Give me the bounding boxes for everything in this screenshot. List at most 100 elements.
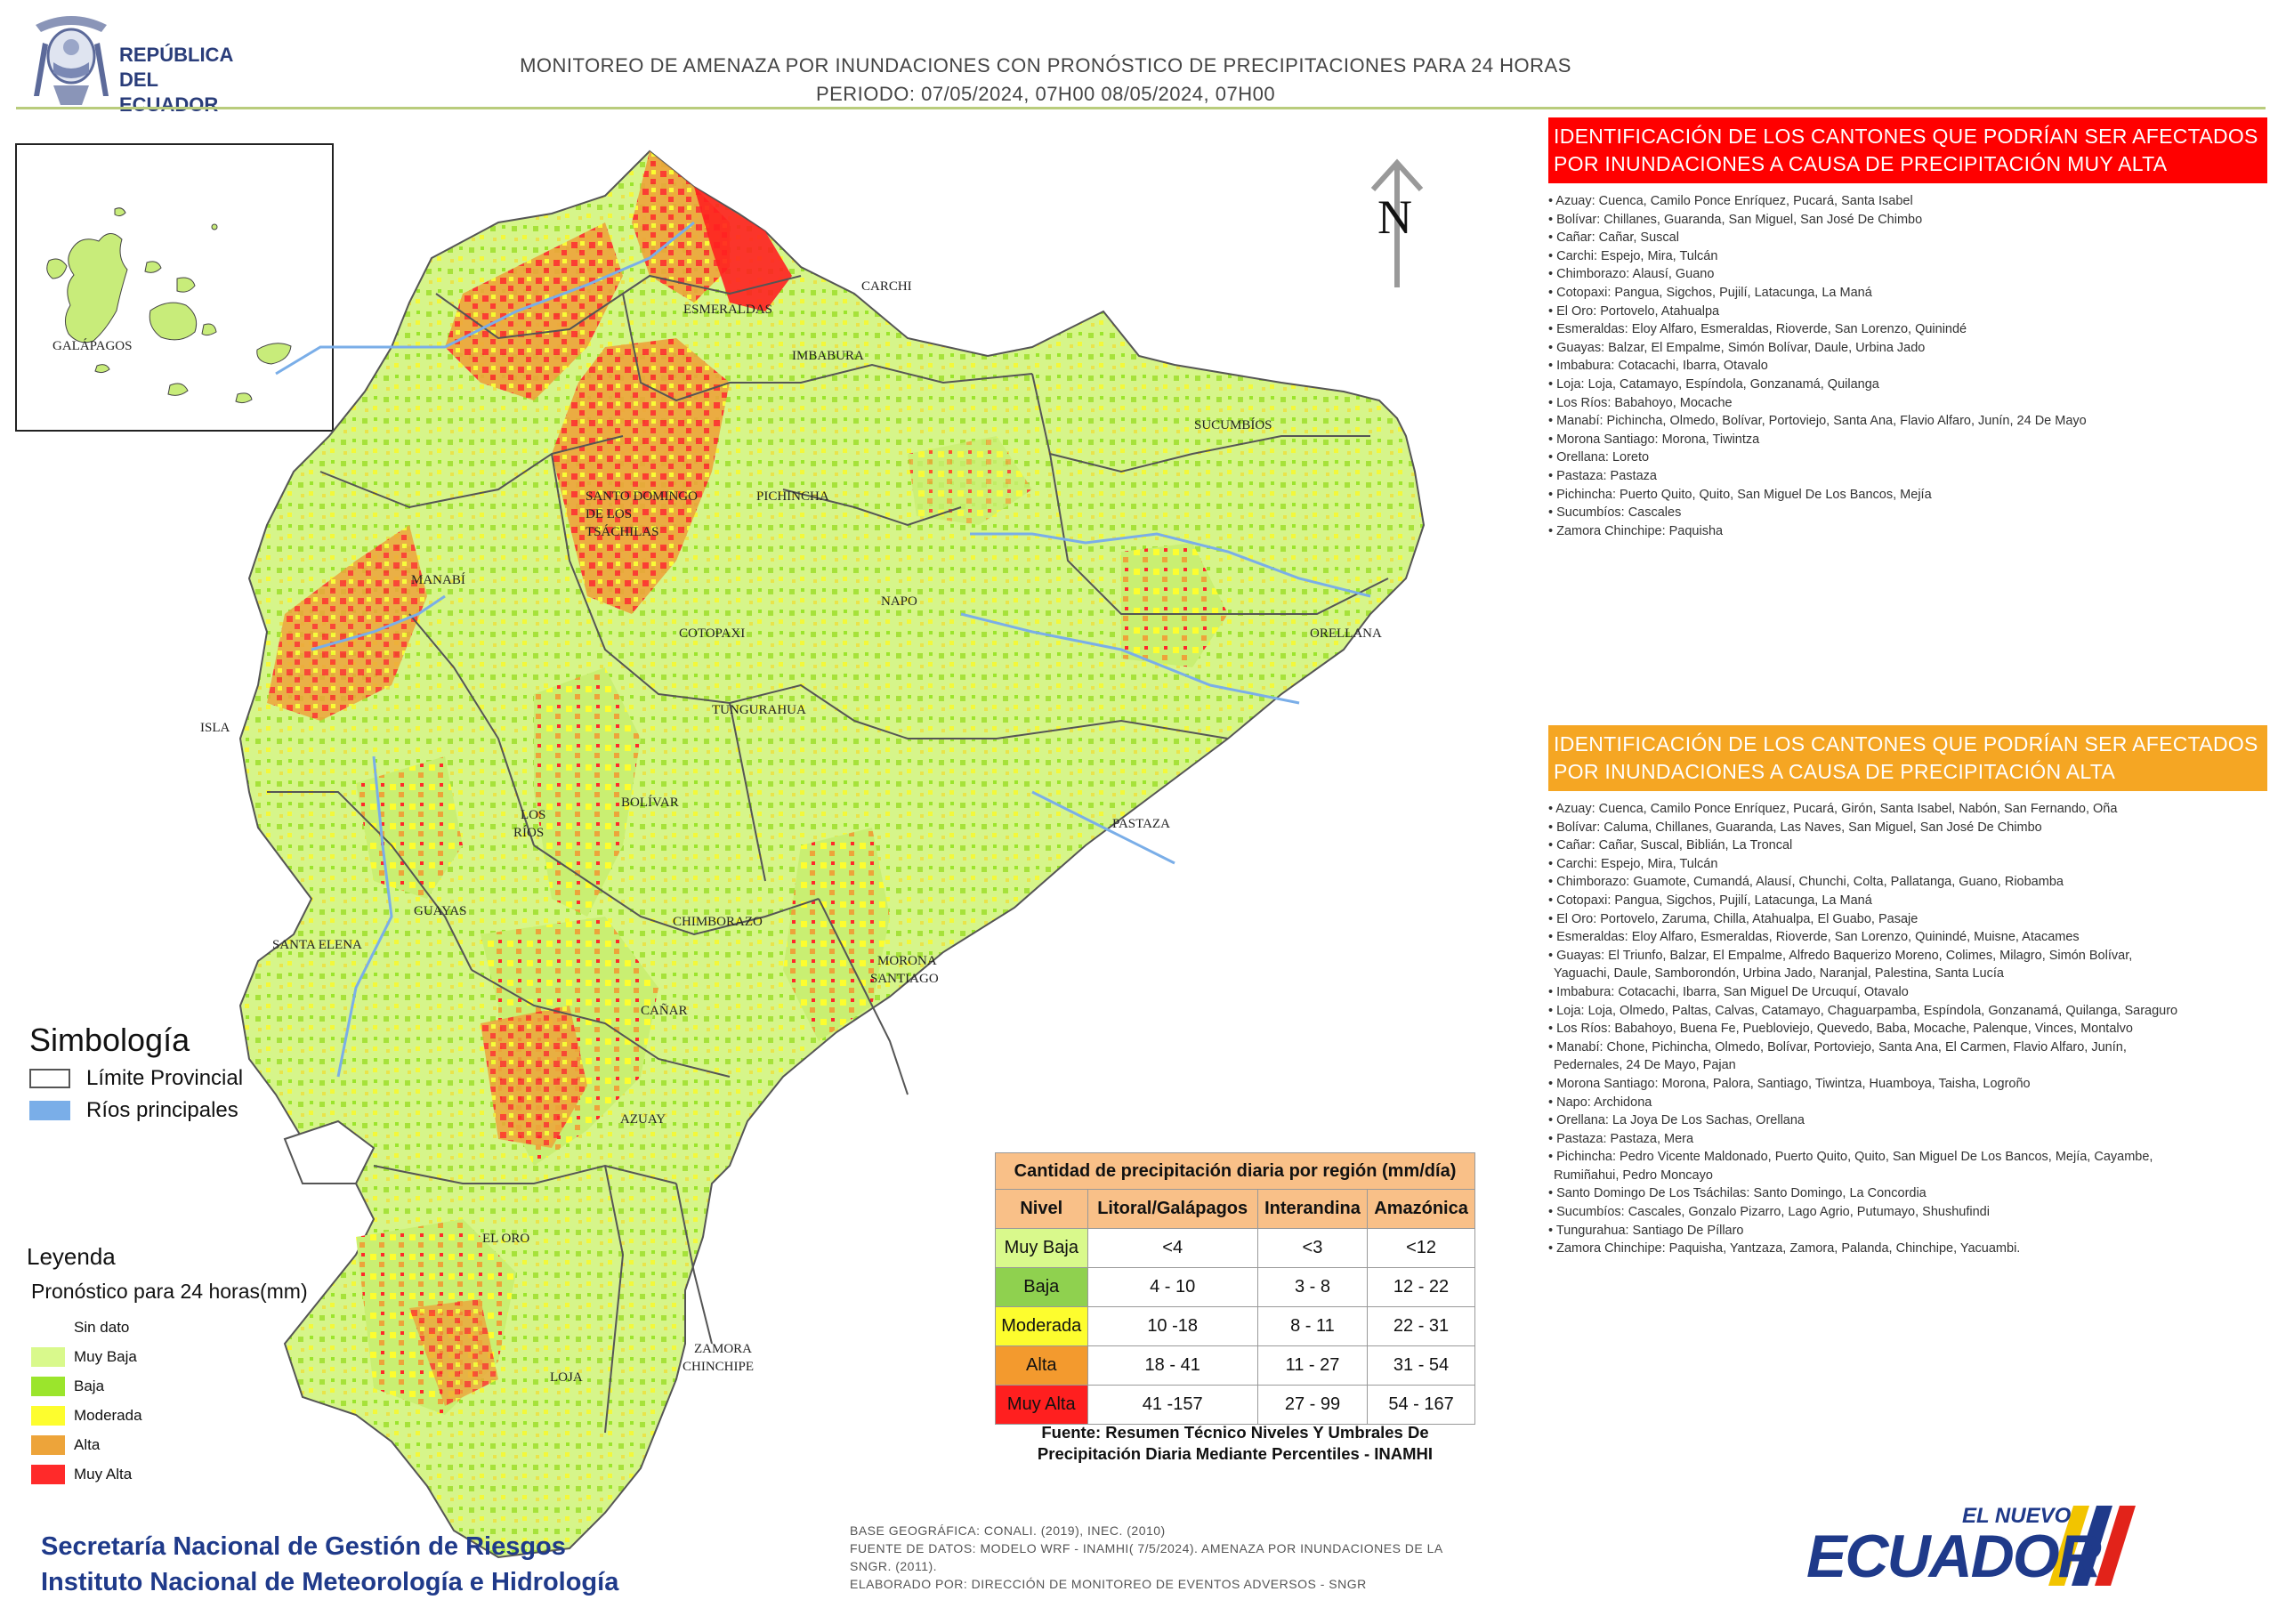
title-line1: MONITOREO DE AMENAZA POR INUNDACIONES CO… (520, 54, 1571, 77)
label-los-rios-2: RÍOS (513, 825, 544, 840)
canton-list-item: Rumiñahui, Pedro Moncayo (1554, 1168, 1713, 1183)
value-cell: 4 - 10 (1086, 1267, 1258, 1307)
label-chimborazo: CHIMBORAZO (673, 915, 763, 929)
value-cell: 12 - 22 (1367, 1267, 1475, 1307)
leyenda-label: Baja (74, 1377, 105, 1394)
canton-list-item: • Los Ríos: Babahoyo, Buena Fe, Pueblovi… (1548, 1022, 2133, 1037)
col-header: Litoral/Galápagos (1086, 1189, 1258, 1229)
label-napo: NAPO (881, 594, 917, 609)
canton-list-item: • Esmeraldas: Eloy Alfaro, Esmeraldas, R… (1548, 322, 1967, 337)
col-header: Amazónica (1367, 1189, 1475, 1229)
footer-org: Secretaría Nacional de Gestión de Riesgo… (41, 1529, 618, 1600)
canton-list-item: • Carchi: Espejo, Mira, Tulcán (1548, 856, 1718, 871)
panel-muy-alta-list: • Azuay: Cuenca, Camilo Ponce Enríquez, … (1548, 192, 2267, 540)
brand-small: EL NUEVO (1962, 1504, 2072, 1528)
label-santo-domingo-3: TSÁCHILAS (586, 524, 659, 539)
label-imbabura: IMBABURA (792, 349, 864, 363)
canton-list-item: • Loja: Loja, Catamayo, Espíndola, Gonza… (1548, 376, 1879, 392)
canton-list-item: • Cañar: Cañar, Suscal, Biblián, La Tron… (1548, 838, 1793, 853)
label-guayas: GUAYAS (414, 904, 466, 918)
label-esmeraldas: ESMERALDAS (683, 303, 772, 317)
canton-list-item: • Imbabura: Cotacachi, Ibarra, San Migue… (1548, 984, 1909, 999)
leyenda-swatch (31, 1317, 65, 1337)
simbologia-label: Ríos principales (86, 1098, 238, 1122)
galapagos-map: GALÁPAGOS (46, 207, 292, 404)
credits-line4: ELABORADO POR: DIRECCIÓN DE MONITOREO DE… (850, 1577, 1367, 1591)
value-cell: 11 - 27 (1256, 1345, 1369, 1386)
leyenda-swatch (31, 1405, 65, 1426)
canton-list-item: • Carchi: Espejo, Mira, Tulcán (1548, 248, 1718, 263)
canton-list-item: • Guayas: Balzar, El Empalme, Simón Bolí… (1548, 340, 1926, 355)
col-header: Nivel (995, 1189, 1088, 1229)
simbologia-item: Ríos principales (29, 1098, 243, 1123)
nivel-cell: Moderada (995, 1306, 1088, 1346)
north-arrow: N (1366, 156, 1428, 289)
footer-credits: BASE GEOGRÁFICA: CONALI. (2019), INEC. (… (850, 1522, 1490, 1593)
canton-list-item: Pedernales, 24 De Mayo, Pajan (1554, 1058, 1736, 1073)
label-los-rios-1: LOS (521, 808, 545, 822)
org-line1: Secretaría Nacional de Gestión de Riesgo… (41, 1532, 566, 1561)
canton-list-item: • Manabí: Pichincha, Olmedo, Bolívar, Po… (1548, 414, 2087, 429)
canton-list-item: • Pastaza: Pastaza (1548, 468, 1657, 483)
leyenda-swatch (31, 1434, 65, 1455)
label-manabi: MANABÍ (411, 572, 465, 587)
value-cell: 27 - 99 (1256, 1385, 1369, 1425)
label-santo-domingo-2: DE LOS (586, 507, 632, 521)
leyenda-item: Muy Alta (31, 1459, 308, 1489)
ecuador-map-canvas: CARCHI ESMERALDAS IMBABURA SUCUMBÍOS SAN… (238, 149, 1426, 1559)
canton-list-item: • Guayas: El Triunfo, Balzar, El Empalme… (1548, 948, 2133, 963)
value-cell: 8 - 11 (1256, 1306, 1369, 1346)
page-title: MONITOREO DE AMENAZA POR INUNDACIONES CO… (374, 52, 1717, 109)
leyenda-item: Moderada (31, 1401, 308, 1430)
canton-list-item: • El Oro: Portovelo, Zaruma, Chilla, Ata… (1548, 911, 1919, 926)
header-divider (16, 107, 2266, 109)
leyenda-item: Baja (31, 1371, 308, 1401)
leyenda: Leyenda Pronóstico para 24 horas(mm) Sin… (27, 1243, 308, 1489)
brand-big: ECUADOR (1806, 1523, 2102, 1590)
value-cell: 22 - 31 (1367, 1306, 1475, 1346)
table-row: Muy Alta 41 -157 27 - 99 54 - 167 (995, 1385, 1475, 1425)
label-santa-elena: SANTA ELENA (272, 938, 362, 952)
label-bolivar: BOLÍVAR (621, 795, 679, 810)
label-el-oro: EL ORO (482, 1232, 529, 1246)
panel-muy-alta: IDENTIFICACIÓN DE LOS CANTONES QUE PODRÍ… (1548, 117, 2267, 540)
canton-list-item: • Cañar: Cañar, Suscal (1548, 230, 1679, 246)
canton-list-item: • Bolívar: Caluma, Chillanes, Guaranda, … (1548, 820, 2042, 835)
leyenda-item: Sin dato (31, 1313, 308, 1342)
leyenda-items: Sin dato Muy Baja Baja Moderada Alta Muy Alta (31, 1313, 308, 1489)
value-cell: 10 -18 (1086, 1306, 1258, 1346)
label-zamora-1: ZAMORA (694, 1342, 752, 1356)
el-nuevo-ecuador-logo: EL NUEVO ECUADOR (1806, 1497, 2162, 1595)
canton-list-item: • Pichincha: Pedro Vicente Maldonado, Pu… (1548, 1150, 2153, 1165)
canton-list-item: • Imbabura: Cotacachi, Ibarra, Otavalo (1548, 359, 1768, 374)
canton-list-item: • Tungurahua: Santiago De Píllaro (1548, 1223, 1744, 1238)
brand-logo-icon (2048, 1506, 2136, 1586)
canton-list-item: • Manabí: Chone, Pichincha, Olmedo, Bolí… (1548, 1039, 2127, 1054)
simbologia-label: Límite Provincial (86, 1066, 244, 1090)
label-zamora-2: CHINCHIPE (683, 1360, 754, 1374)
logo-text-line1: REPÚBLICA (119, 44, 234, 66)
nivel-cell: Muy Alta (995, 1385, 1088, 1425)
canton-list-item: • Chimborazo: Alausí, Guano (1548, 267, 1715, 282)
canton-list-item: • Morona Santiago: Morona, Tiwintza (1548, 432, 1760, 447)
label-orellana: ORELLANA (1310, 626, 1382, 641)
canton-list-item: • Orellana: La Joya De Los Sachas, Orell… (1548, 1113, 1805, 1128)
leyenda-label: Muy Baja (74, 1347, 137, 1365)
label-morona-2: SANTIAGO (870, 972, 939, 986)
table-row: Muy Baja <4 <3 <12 (995, 1228, 1475, 1268)
leyenda-label: Alta (74, 1435, 101, 1453)
label-azuay: AZUAY (620, 1112, 666, 1127)
republica-logo: REPÚBLICA DEL ECUADOR (27, 7, 249, 116)
canton-list-item: • Morona Santiago: Morona, Palora, Santi… (1548, 1076, 2031, 1091)
panel-muy-alta-heading: IDENTIFICACIÓN DE LOS CANTONES QUE PODRÍ… (1548, 117, 2267, 183)
value-cell: 31 - 54 (1367, 1345, 1475, 1386)
precip-source: Fuente: Resumen Técnico Niveles Y Umbral… (1037, 1423, 1434, 1463)
north-label: N (1377, 190, 1412, 244)
canton-list-item: • Pichincha: Puerto Quito, Quito, San Mi… (1548, 487, 1932, 502)
galapagos-label: GALÁPAGOS (53, 338, 132, 353)
label-isla: ISLA (200, 721, 230, 735)
label-pastaza: PASTAZA (1112, 817, 1170, 831)
canton-list-item: • Zamora Chinchipe: Paquisha (1548, 523, 1724, 538)
table-row: Moderada 10 -18 8 - 11 22 - 31 (995, 1306, 1475, 1346)
canton-list-item: • Cotopaxi: Pangua, Sigchos, Pujilí, Lat… (1548, 893, 1872, 908)
